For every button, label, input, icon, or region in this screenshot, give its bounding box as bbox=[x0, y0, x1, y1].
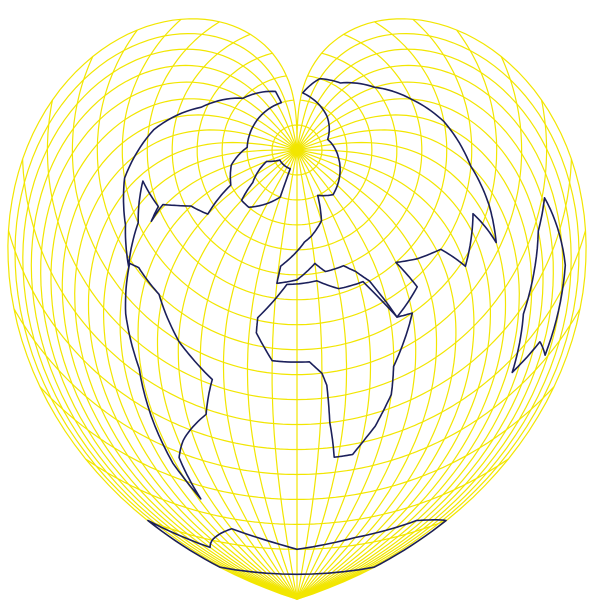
meridian bbox=[119, 149, 298, 600]
greenland bbox=[240, 159, 291, 209]
meridian bbox=[61, 114, 298, 600]
meridian bbox=[296, 149, 475, 600]
meridian bbox=[296, 149, 457, 600]
meridian bbox=[199, 149, 298, 600]
meridian bbox=[22, 48, 298, 600]
graticule bbox=[7, 18, 587, 600]
south-america bbox=[124, 262, 214, 500]
antarctica bbox=[147, 519, 447, 576]
meridian bbox=[296, 149, 438, 600]
meridian bbox=[30, 64, 298, 600]
meridian bbox=[296, 149, 491, 600]
meridian bbox=[296, 18, 587, 600]
meridian bbox=[87, 141, 298, 600]
north-america bbox=[122, 90, 283, 268]
meridian bbox=[271, 149, 298, 600]
meridian bbox=[296, 141, 507, 600]
eurasia bbox=[276, 77, 497, 318]
meridian bbox=[137, 149, 298, 600]
meridian bbox=[7, 18, 298, 600]
meridian bbox=[156, 149, 298, 600]
meridian bbox=[50, 98, 298, 600]
meridian bbox=[296, 114, 533, 600]
meridian bbox=[296, 149, 395, 600]
meridian bbox=[296, 48, 572, 600]
australia bbox=[511, 197, 567, 374]
meridian bbox=[296, 64, 564, 600]
coastlines bbox=[122, 77, 567, 576]
meridian bbox=[246, 149, 298, 600]
meridian bbox=[296, 129, 520, 600]
africa bbox=[255, 280, 414, 458]
meridian bbox=[103, 149, 298, 600]
meridian bbox=[296, 149, 372, 600]
meridian bbox=[296, 81, 554, 600]
meridian bbox=[74, 129, 298, 600]
meridian bbox=[296, 98, 544, 600]
meridian bbox=[222, 149, 298, 600]
meridian bbox=[14, 32, 298, 600]
meridian bbox=[296, 149, 417, 600]
